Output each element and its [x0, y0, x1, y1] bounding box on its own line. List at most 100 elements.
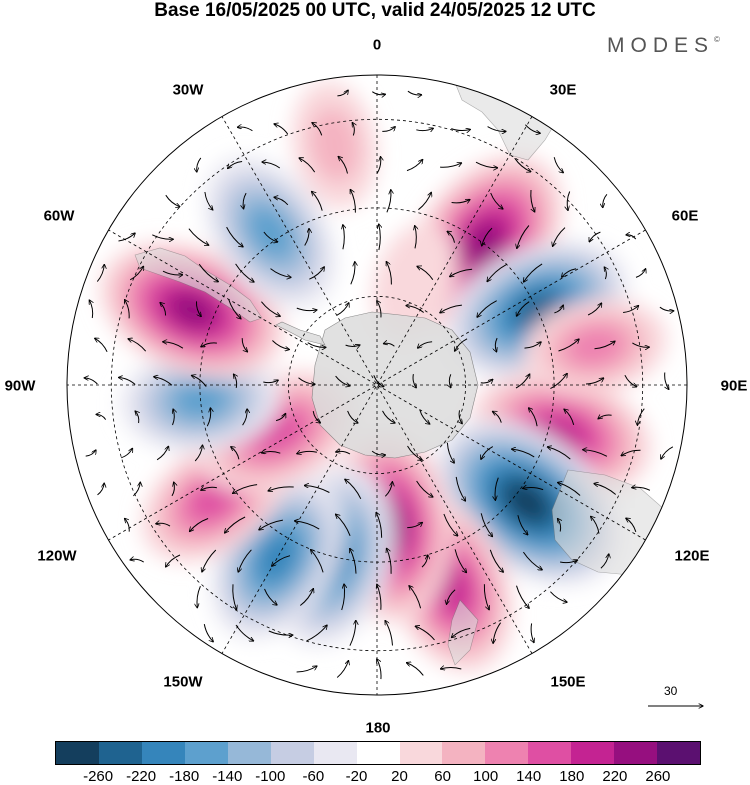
wind-arrow — [191, 375, 207, 387]
wind-arrow — [562, 268, 577, 277]
wind-arrow — [299, 158, 316, 173]
wind-arrow — [234, 374, 237, 389]
wind-arrow — [451, 200, 470, 203]
wind-arrow — [480, 513, 492, 536]
wind-arrow — [171, 482, 174, 497]
wind-arrow — [454, 549, 466, 572]
wind-arrow — [415, 226, 417, 249]
wind-arrow — [407, 90, 422, 95]
colorbar-segment — [528, 742, 572, 764]
wind-arrow — [242, 409, 248, 426]
wind-arrow — [495, 477, 499, 501]
wind-arrow — [550, 373, 567, 390]
wind-arrow — [263, 380, 278, 383]
wind-arrow — [417, 266, 434, 280]
wind-arrow — [517, 301, 530, 317]
wind-arrow — [165, 194, 180, 207]
antarctic-peninsula — [275, 321, 326, 346]
wind-arrow — [386, 190, 391, 213]
wind-arrow — [203, 624, 213, 642]
wind-arrow — [447, 231, 455, 243]
wind-arrow — [377, 659, 382, 680]
wind-arrow — [296, 666, 317, 673]
wind-arrow — [347, 410, 358, 423]
wind-arrow — [163, 342, 184, 349]
wind-arrow — [440, 304, 462, 313]
wind-arrow — [262, 162, 281, 169]
wind-arrow — [459, 410, 462, 423]
wind-arrow — [659, 306, 674, 311]
wind-arrow — [190, 518, 209, 532]
anomaly-contour — [257, 533, 297, 582]
wind-arrow — [173, 409, 175, 426]
wind-arrow — [387, 548, 392, 574]
wind-arrow — [475, 161, 498, 168]
wind-arrow — [550, 591, 567, 603]
brand-mark: © — [714, 35, 720, 44]
wind-arrow — [166, 554, 181, 567]
wind-arrow — [406, 663, 424, 676]
wind-arrow — [406, 159, 423, 172]
wind-arrow — [418, 192, 431, 211]
wind-arrow — [564, 409, 575, 426]
wind-arrow — [553, 157, 563, 173]
wind-arrow — [451, 627, 471, 637]
wind-arrow — [487, 263, 507, 281]
wind-arrow — [418, 341, 433, 348]
wind-arrow — [154, 377, 173, 386]
brand-name: MODES — [607, 34, 715, 57]
wind-arrow — [529, 408, 538, 427]
lon-label-120e: 120E — [674, 547, 710, 565]
wind-arrow — [299, 589, 313, 606]
wind-arrow — [125, 518, 130, 532]
wind-arrow — [558, 483, 581, 496]
wind-arrow — [522, 551, 542, 570]
wind-arrow — [152, 234, 173, 239]
wind-arrow — [567, 191, 571, 211]
wind-arrow — [623, 306, 639, 313]
wind-arrow — [130, 559, 144, 563]
wind-arrow — [440, 163, 462, 168]
colorbar-segment — [270, 742, 314, 764]
lon-label-60w: 60W — [43, 207, 75, 225]
colorbar-tick-label: 100 — [473, 768, 499, 785]
colorbar-segment — [356, 742, 400, 764]
wind-arrow — [231, 447, 240, 460]
wind-arrow — [413, 374, 416, 388]
wind-arrow — [84, 378, 98, 385]
wind-arrow — [446, 442, 454, 463]
wind-arrow — [241, 338, 247, 352]
wind-arrow — [235, 263, 255, 282]
map-boundary — [66, 74, 688, 696]
wind-arrow — [632, 342, 649, 347]
wind-arrow — [336, 514, 351, 536]
wind-arrow — [515, 374, 530, 389]
wind-arrow — [338, 157, 348, 174]
wind-arrow — [95, 338, 108, 353]
wind-arrow — [383, 343, 395, 347]
lon-label-180: 180 — [365, 719, 391, 737]
wind-arrow — [156, 446, 168, 461]
colorbar-segment — [56, 742, 99, 764]
colorbar-tick-label: -20 — [345, 768, 368, 785]
wind-arrow — [416, 128, 433, 130]
wind-arrow — [341, 584, 345, 611]
wind-arrow — [530, 189, 535, 212]
wind-arrow — [600, 554, 609, 569]
wind-arrow — [228, 299, 241, 319]
anomaly-contour — [506, 483, 548, 522]
wind-arrow — [298, 377, 316, 385]
wind-arrow — [197, 157, 202, 172]
wind-arrow — [235, 624, 254, 641]
anomaly-contour — [309, 108, 360, 183]
wind-arrow — [626, 518, 637, 533]
wind-arrow — [372, 91, 385, 95]
wind-arrow — [118, 233, 136, 242]
colorbar-tick-label: -260 — [83, 768, 114, 785]
wind-arrow — [336, 451, 351, 455]
wind-arrow — [133, 482, 140, 497]
wind-arrow — [202, 549, 217, 572]
wind-arrow — [128, 339, 147, 352]
colorbar-segment — [399, 742, 443, 764]
wind-arrow — [233, 484, 258, 494]
